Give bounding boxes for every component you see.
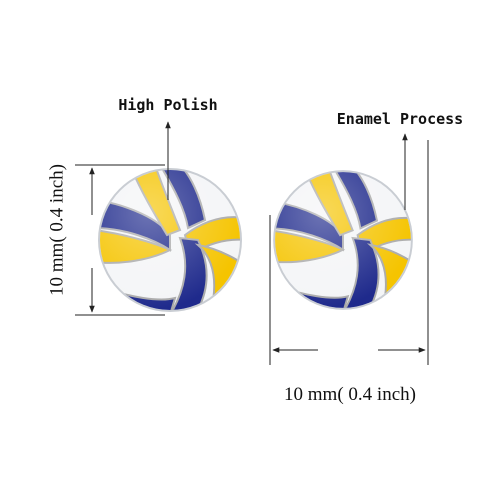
dimension-label: 10 mm( 0.4 inch): [46, 164, 67, 296]
earring-left: [95, 165, 245, 315]
dimension-label: 10 mm( 0.4 inch): [284, 384, 416, 405]
earring-right: [270, 167, 416, 313]
callout-label: High Polish: [118, 96, 217, 114]
callout-label: Enamel Process: [337, 110, 463, 128]
